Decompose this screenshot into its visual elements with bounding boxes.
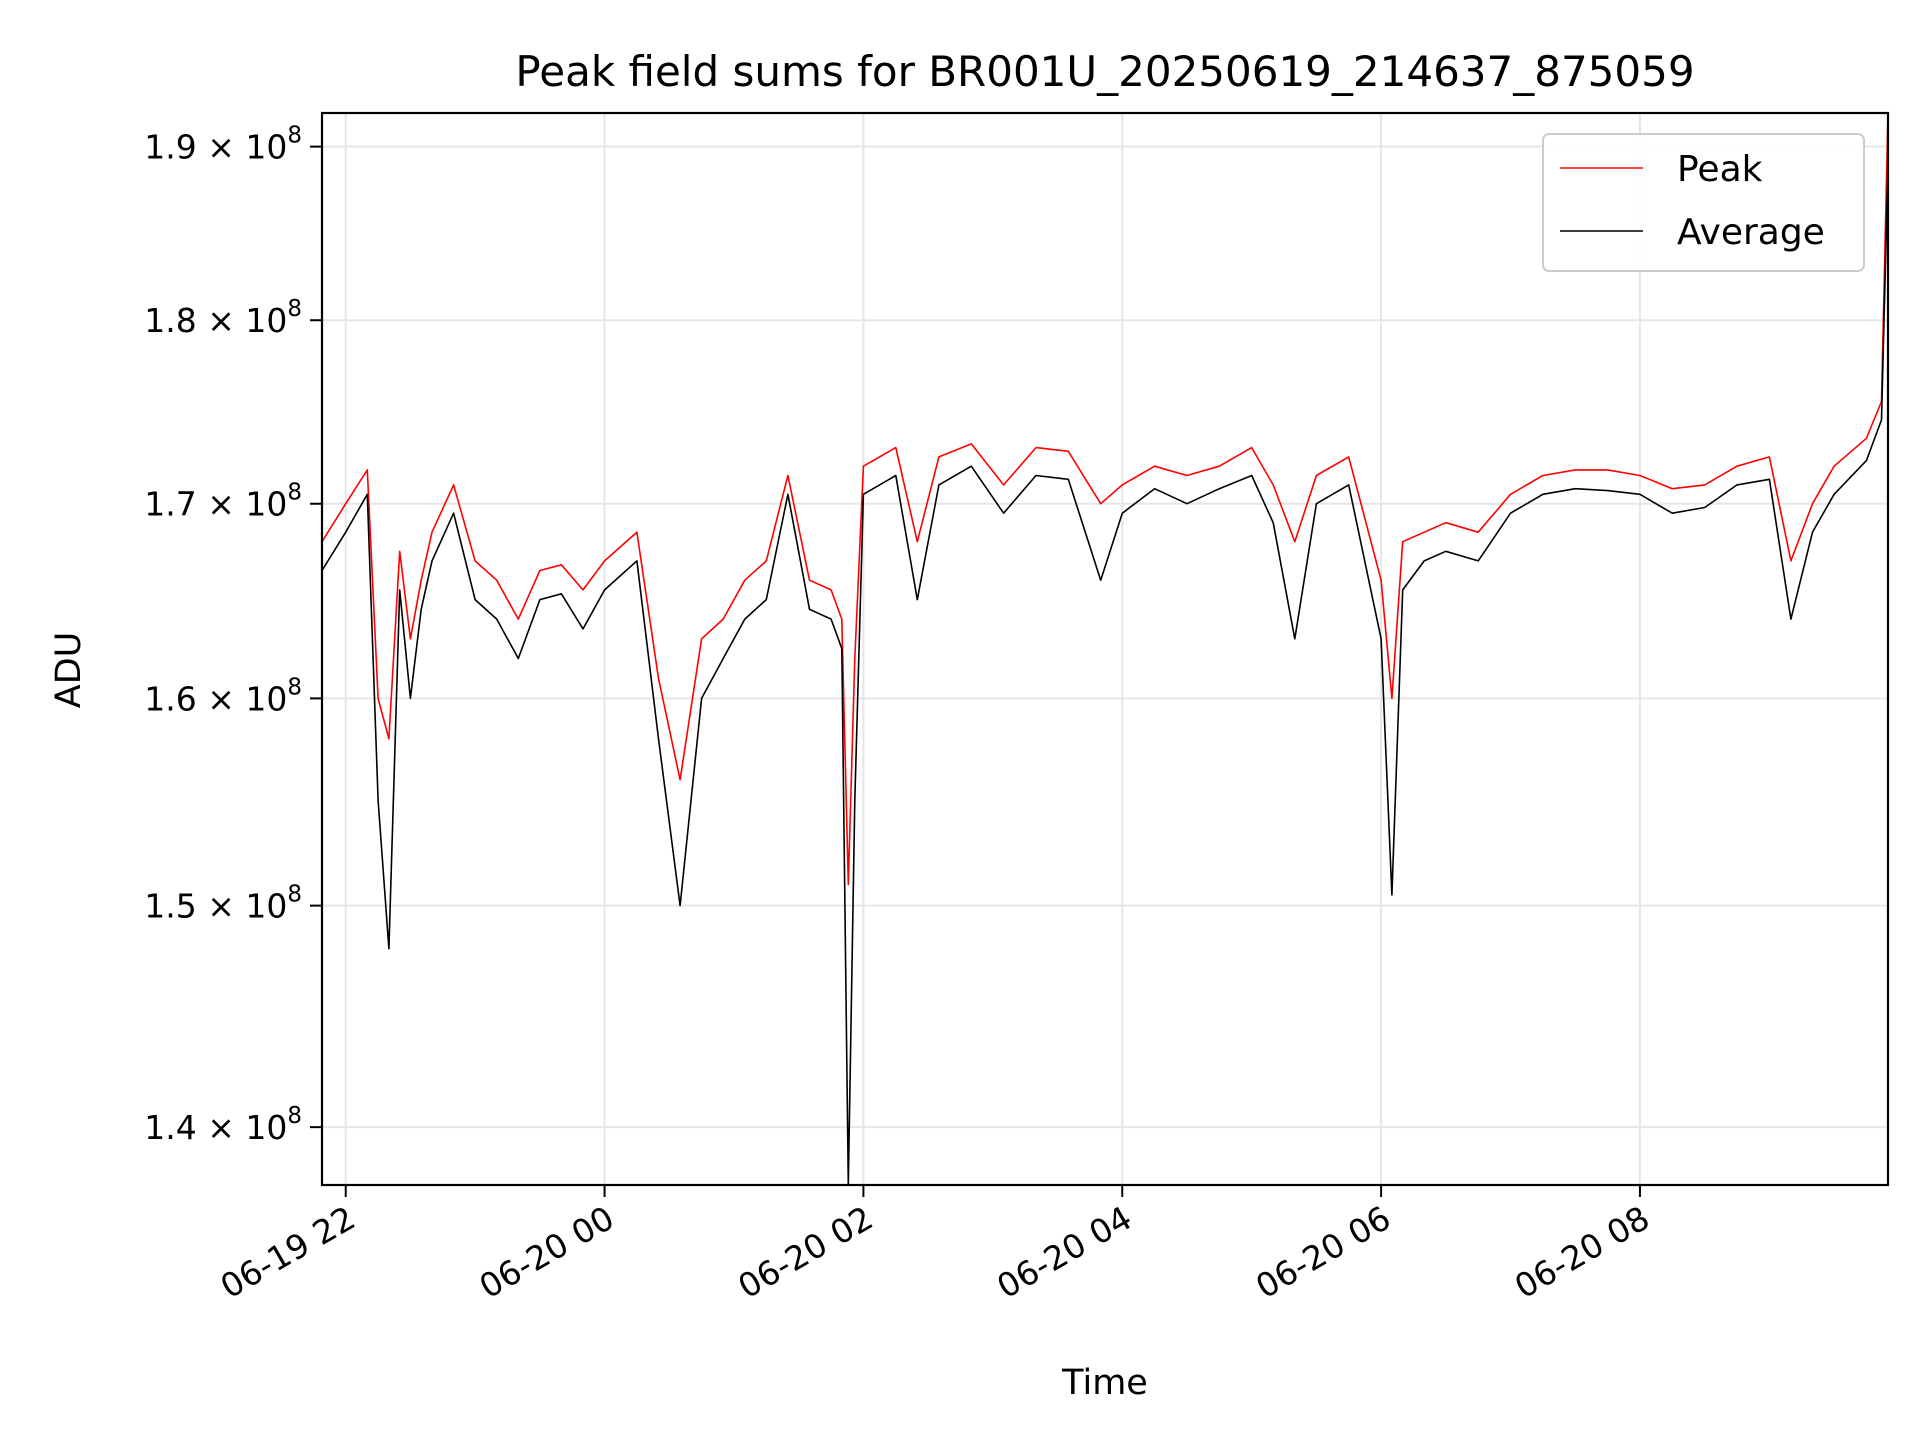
y-tick-exponent: 8	[287, 296, 302, 322]
chart-title: Peak field sums for BR001U_20250619_2146…	[515, 47, 1694, 96]
y-tick-mantissa: 1.7	[144, 485, 207, 524]
y-tick-base: × 10	[207, 1108, 287, 1147]
series-lines	[321, 112, 1889, 1186]
y-tick-exponent: 8	[287, 123, 302, 149]
y-tick-mantissa: 1.4	[144, 1108, 207, 1147]
legend-label-average: Average	[1677, 212, 1825, 253]
y-tick-label: 1.8 × 108	[144, 296, 302, 340]
y-tick-base: × 10	[207, 128, 287, 167]
y-tick-base: × 10	[207, 887, 287, 926]
y-tick-exponent: 8	[287, 674, 302, 700]
plot-frame	[320, 111, 1890, 1187]
y-tick-base: × 10	[207, 485, 287, 524]
x-axis-label: Time	[1061, 1363, 1148, 1403]
y-tick-exponent: 8	[287, 480, 302, 506]
y-tick-exponent: 8	[287, 1103, 302, 1129]
legend: Peak Average	[1542, 133, 1865, 272]
y-tick-label: 1.5 × 108	[144, 882, 302, 926]
y-tick-exponent: 8	[287, 882, 302, 908]
y-tick-mantissa: 1.8	[144, 301, 207, 340]
series-line-average	[321, 163, 1889, 1186]
grid-lines	[322, 113, 1888, 1185]
legend-label-peak: Peak	[1677, 149, 1763, 190]
y-tick-label: 1.6 × 108	[144, 674, 302, 718]
y-tick-base: × 10	[207, 301, 287, 340]
y-tick-label: 1.9 × 108	[144, 123, 302, 167]
y-tick-mantissa: 1.6	[144, 679, 207, 718]
y-tick-label: 1.7 × 108	[144, 480, 302, 524]
y-tick-mantissa: 1.5	[144, 887, 207, 926]
y-tick-label: 1.4 × 108	[144, 1103, 302, 1147]
y-axis-label: ADU	[49, 632, 89, 709]
series-line-peak	[321, 112, 1889, 886]
y-tick-mantissa: 1.9	[144, 128, 207, 167]
y-tick-base: × 10	[207, 679, 287, 718]
